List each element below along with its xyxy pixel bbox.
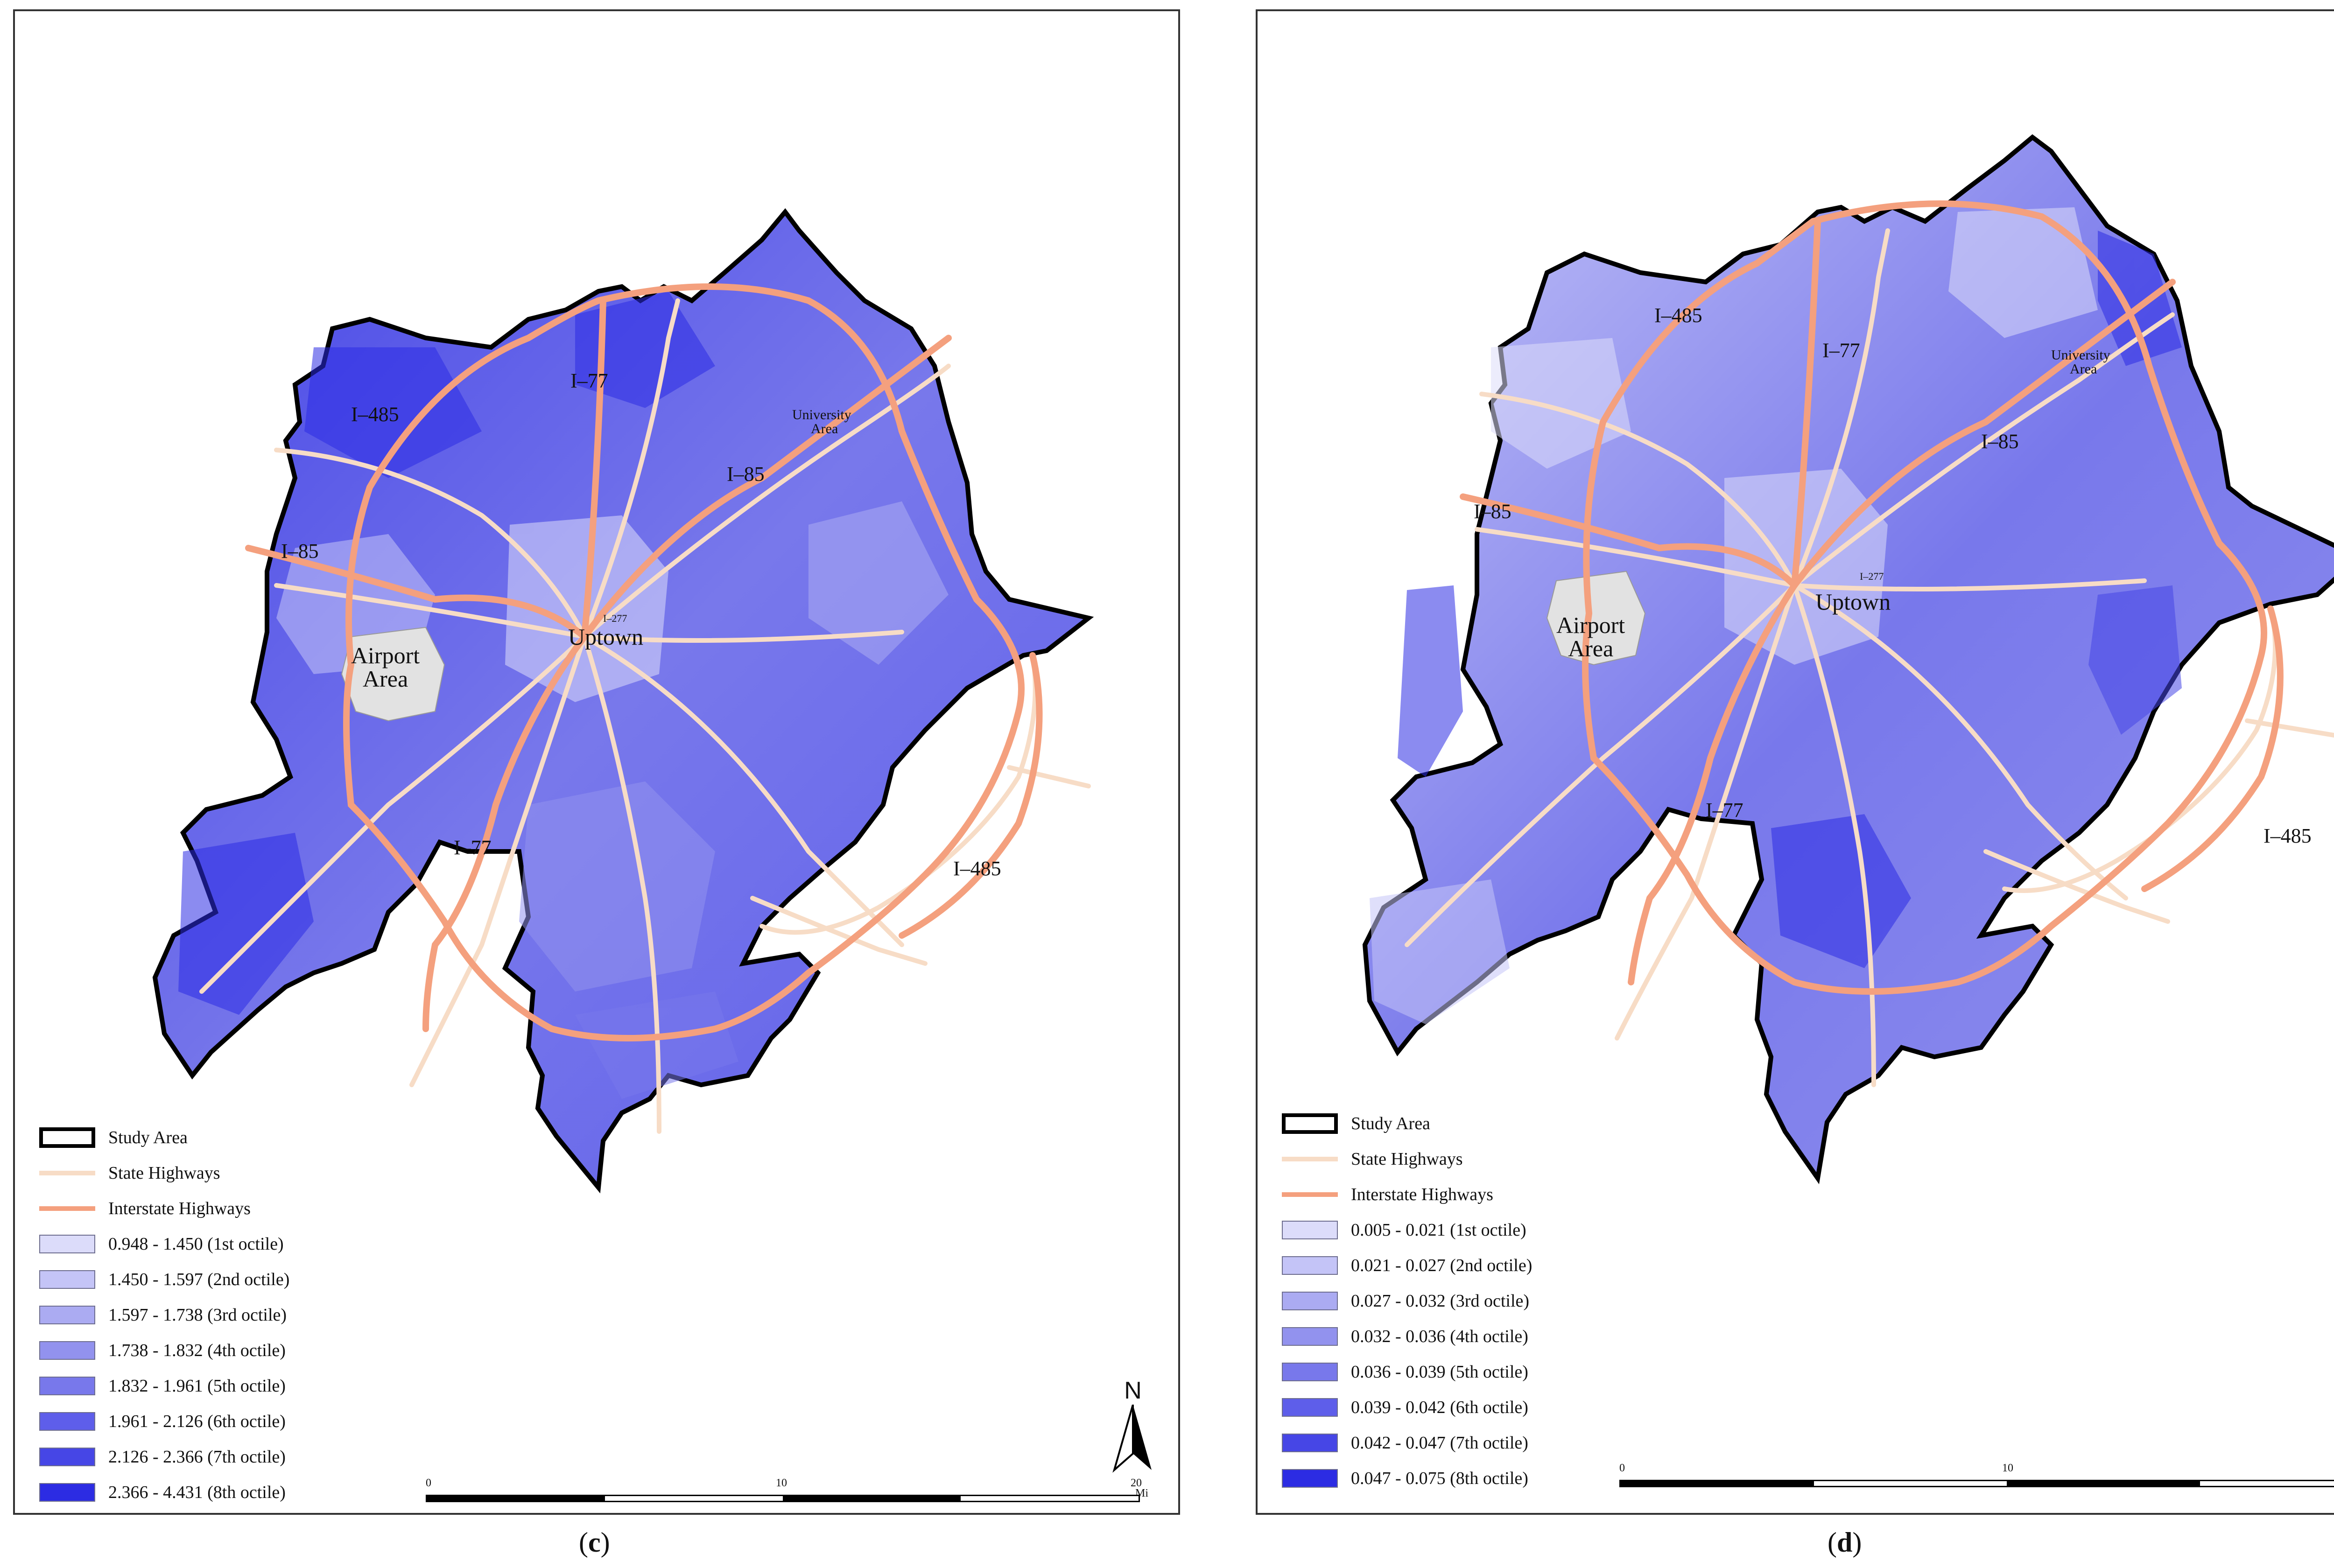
- class-swatch: [1282, 1434, 1338, 1452]
- state-highway-swatch: [1282, 1157, 1338, 1161]
- class-swatch: [1282, 1398, 1338, 1417]
- legend-class-7: 0.042 - 0.047 (7th octile): [1282, 1425, 1532, 1461]
- legend-class-3: 1.597 - 1.738 (3rd octile): [39, 1297, 289, 1333]
- legend-class-8: 0.047 - 0.075 (8th octile): [1282, 1461, 1532, 1496]
- label-uptown: Uptown: [1815, 589, 1891, 615]
- label-i85-ne: I–85: [1981, 430, 2019, 453]
- legend-class-7: 2.126 - 2.366 (7th octile): [39, 1439, 289, 1475]
- class-swatch: [1282, 1292, 1338, 1310]
- label-airport-area: Airport Area: [351, 642, 420, 692]
- choropleth-map-c: [152, 208, 1094, 1194]
- class-swatch: [39, 1235, 95, 1253]
- class-swatch: [39, 1448, 95, 1466]
- label-i77-south: I–77: [1706, 799, 1743, 822]
- legend-class-2: 1.450 - 1.597 (2nd octile): [39, 1262, 289, 1297]
- legend-state-highways: State Highways: [39, 1155, 289, 1191]
- north-arrow-c: N: [1110, 1377, 1156, 1477]
- legend-interstate-highways: Interstate Highways: [39, 1191, 289, 1226]
- class-swatch: [1282, 1256, 1338, 1275]
- label-i85-ne: I–85: [727, 463, 765, 485]
- legend-study-area: Study Area: [39, 1120, 289, 1155]
- scale-bar-c: 0 10 20 Mi: [426, 1477, 1154, 1514]
- airport-area-d: [1546, 570, 1646, 666]
- legend-state-highways: State Highways: [1282, 1141, 1532, 1177]
- choropleth-map-d: [1362, 134, 2334, 1184]
- legend-class-5: 0.036 - 0.039 (5th octile): [1282, 1354, 1532, 1390]
- study-area-swatch: [1282, 1113, 1338, 1134]
- label-i77-south: I–77: [454, 836, 492, 859]
- interstate-swatch: [39, 1206, 95, 1211]
- label-i485-se: I–485: [2264, 824, 2312, 847]
- label-i85-west: I–85: [281, 540, 319, 563]
- map-panel-c: I–485 I–77 I–85 University Area I–85 I–2…: [13, 9, 1180, 1515]
- label-i485-nw: I–485: [1654, 304, 1702, 327]
- north-label: N: [1124, 1377, 1142, 1404]
- legend-class-2: 0.021 - 0.027 (2nd octile): [1282, 1248, 1532, 1283]
- legend-class-4: 1.738 - 1.832 (4th octile): [39, 1333, 289, 1368]
- label-i277: I–277: [603, 612, 627, 624]
- class-swatch: [1282, 1469, 1338, 1488]
- caption-d: (d): [1828, 1527, 1862, 1558]
- state-highway-swatch: [39, 1171, 95, 1175]
- state-highways-c: [199, 298, 1091, 1134]
- class-swatch: [39, 1341, 95, 1360]
- label-i277: I–277: [1860, 570, 1884, 582]
- legend-class-1: 0.005 - 0.021 (1st octile): [1282, 1212, 1532, 1248]
- legend-class-6: 1.961 - 2.126 (6th octile): [39, 1404, 289, 1439]
- class-swatch: [39, 1306, 95, 1324]
- class-swatch: [39, 1412, 95, 1431]
- label-i85-west: I–85: [1474, 500, 1511, 523]
- class-swatch: [39, 1377, 95, 1395]
- legend-c: Study Area State Highways Interstate Hig…: [39, 1120, 289, 1510]
- north-arrow-icon: [1112, 1404, 1152, 1473]
- legend-class-3: 0.027 - 0.032 (3rd octile): [1282, 1283, 1532, 1319]
- legend-class-8: 2.366 - 4.431 (8th octile): [39, 1475, 289, 1510]
- map-panel-d: I–485 I–77 I–85 University Area I–85 I–2…: [1256, 9, 2334, 1515]
- label-i77-north: I–77: [570, 369, 608, 392]
- label-i485-nw: I–485: [351, 403, 399, 426]
- study-area-swatch: [39, 1127, 95, 1148]
- interstate-highways-c: [245, 283, 1043, 1041]
- airport-area-c: [341, 626, 445, 722]
- legend-class-5: 1.832 - 1.961 (5th octile): [39, 1368, 289, 1404]
- interstate-highways-d: [1460, 200, 2284, 995]
- label-university-area: University Area: [792, 407, 851, 436]
- label-i77-north: I–77: [1822, 339, 1860, 362]
- legend-class-4: 0.032 - 0.036 (4th octile): [1282, 1319, 1532, 1354]
- class-swatch: [1282, 1327, 1338, 1346]
- caption-c: (c): [579, 1527, 610, 1558]
- label-airport-area: Airport Area: [1556, 612, 1625, 661]
- label-university-area: University Area: [2051, 347, 2110, 377]
- scale-bar-d: 0 10 20 Mi: [1619, 1462, 2334, 1499]
- legend-interstate-highways: Interstate Highways: [1282, 1177, 1532, 1212]
- class-swatch: [39, 1483, 95, 1502]
- legend-study-area: Study Area: [1282, 1106, 1532, 1141]
- class-swatch: [39, 1270, 95, 1289]
- legend-d: Study Area State Highways Interstate Hig…: [1282, 1106, 1532, 1496]
- label-uptown: Uptown: [568, 624, 644, 650]
- interstate-swatch: [1282, 1192, 1338, 1197]
- label-i485-se: I–485: [953, 857, 1001, 880]
- class-swatch: [1282, 1363, 1338, 1381]
- study-area-d: [1362, 134, 2334, 1184]
- class-swatch: [1282, 1221, 1338, 1239]
- legend-class-6: 0.039 - 0.042 (6th octile): [1282, 1390, 1532, 1425]
- legend-class-1: 0.948 - 1.450 (1st octile): [39, 1226, 289, 1262]
